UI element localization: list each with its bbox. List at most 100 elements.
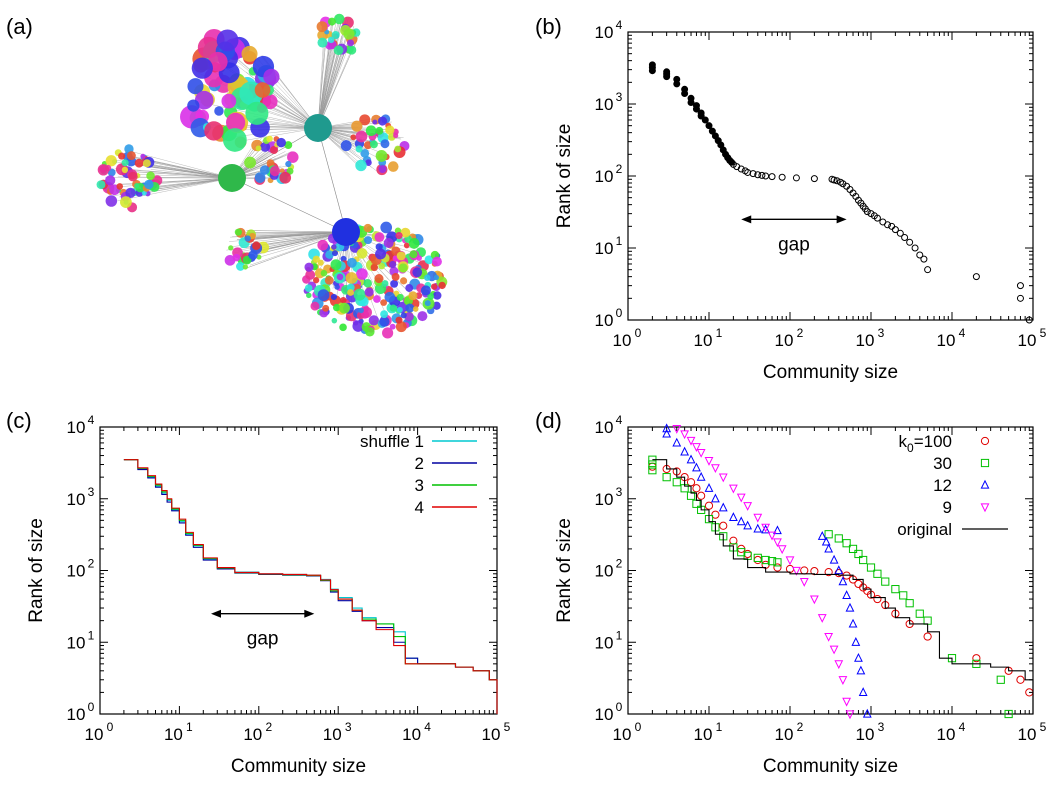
network-node (306, 293, 312, 299)
network-node (334, 45, 344, 55)
series-line-4 (124, 460, 497, 714)
data-point-square (906, 600, 913, 607)
x-tick-label: 10 (243, 725, 262, 744)
y-tick-exponent: 3 (616, 90, 623, 104)
network-node (432, 257, 442, 267)
data-point-square (916, 610, 923, 617)
x-tick-label: 10 (85, 725, 104, 744)
series-line-3 (124, 460, 497, 714)
data-point-triangle-down (730, 485, 737, 492)
data-point-triangle-up (712, 495, 719, 502)
network-node (347, 39, 354, 46)
data-point-square (835, 535, 842, 542)
network-node (397, 252, 406, 261)
data-point (779, 174, 785, 180)
panel-label-a: (a) (6, 14, 33, 39)
data-point-triangle-up (852, 638, 859, 645)
series-line-2 (124, 460, 497, 714)
data-point-triangle-down (801, 579, 808, 586)
network-node (341, 140, 352, 151)
network-node (313, 256, 320, 263)
y-tick-exponent: 4 (616, 18, 623, 32)
network-node (347, 45, 356, 54)
panel-label-b: (b) (535, 14, 562, 39)
y-tick-exponent: 3 (88, 485, 95, 499)
data-point-triangle-down (779, 546, 786, 553)
network-node (389, 261, 396, 268)
data-point-triangle-down (712, 465, 719, 472)
y-tick-exponent: 1 (88, 628, 95, 642)
y-tick-label: 10 (595, 705, 614, 724)
data-point-circle (1017, 676, 1024, 683)
network-node (118, 153, 125, 160)
x-tick-exponent: 0 (635, 720, 642, 734)
data-point-triangle-down (811, 596, 818, 603)
network-node (116, 183, 123, 190)
network-node (322, 305, 329, 312)
network-node (143, 159, 151, 167)
network-node (417, 311, 427, 321)
network-node (355, 160, 366, 171)
x-tick-exponent: 1 (716, 720, 723, 734)
network-node (339, 324, 347, 332)
data-point-triangle-down (754, 514, 761, 521)
x-tick-label: 10 (694, 725, 713, 744)
y-tick-exponent: 0 (616, 306, 623, 320)
network-node (244, 157, 256, 169)
data-point-triangle-up (663, 430, 670, 437)
network-node (425, 300, 431, 306)
network-node (317, 38, 327, 48)
network-node (347, 289, 354, 296)
data-point-triangle-down (786, 557, 793, 564)
y-tick-exponent: 0 (88, 700, 95, 714)
x-axis-label: Community size (763, 362, 898, 383)
network-node (384, 238, 394, 248)
network-node (97, 180, 106, 189)
data-point-triangle-down (705, 458, 712, 465)
x-tick-label: 10 (856, 725, 875, 744)
x-tick-exponent: 1 (186, 720, 193, 734)
y-tick-label: 10 (595, 311, 614, 330)
data-point (1017, 283, 1023, 289)
network-node (235, 229, 242, 236)
data-point-square (900, 592, 907, 599)
data-point-triangle-up (825, 545, 832, 552)
network-node (270, 166, 280, 176)
data-point-triangle-down (819, 615, 826, 622)
network-node (394, 146, 401, 153)
data-point-triangle-down (768, 532, 775, 539)
y-tick-exponent: 1 (616, 234, 623, 248)
network-node (120, 196, 132, 208)
network-node (412, 267, 422, 277)
network-node (321, 270, 328, 277)
x-tick-exponent: 5 (1040, 326, 1047, 340)
data-point-triangle-up (857, 667, 864, 674)
network-node (397, 294, 404, 301)
y-axis-label: Rank of size (26, 518, 47, 623)
y-tick-exponent: 0 (616, 700, 623, 714)
x-tick-label: 10 (775, 331, 794, 350)
network-node (305, 284, 313, 292)
network-node (340, 297, 346, 303)
network-node (374, 274, 383, 283)
network-node (354, 289, 366, 301)
y-tick-label: 10 (595, 23, 614, 42)
network-node (241, 46, 257, 62)
network-node (245, 102, 268, 125)
network-node (390, 305, 397, 312)
network-node (279, 172, 291, 184)
network-node (378, 117, 387, 126)
network-node (433, 291, 442, 300)
x-tick-label: 10 (482, 725, 501, 744)
legend-swatch (981, 459, 988, 466)
data-point-triangle-down (830, 646, 837, 653)
data-point-triangle-up (730, 513, 737, 520)
data-point-triangle-up (744, 522, 751, 529)
network-node (331, 294, 337, 300)
network-node (434, 275, 439, 280)
data-point-triangle-down (738, 494, 745, 501)
data-point-triangle-up (681, 448, 688, 455)
network-node (317, 21, 328, 32)
